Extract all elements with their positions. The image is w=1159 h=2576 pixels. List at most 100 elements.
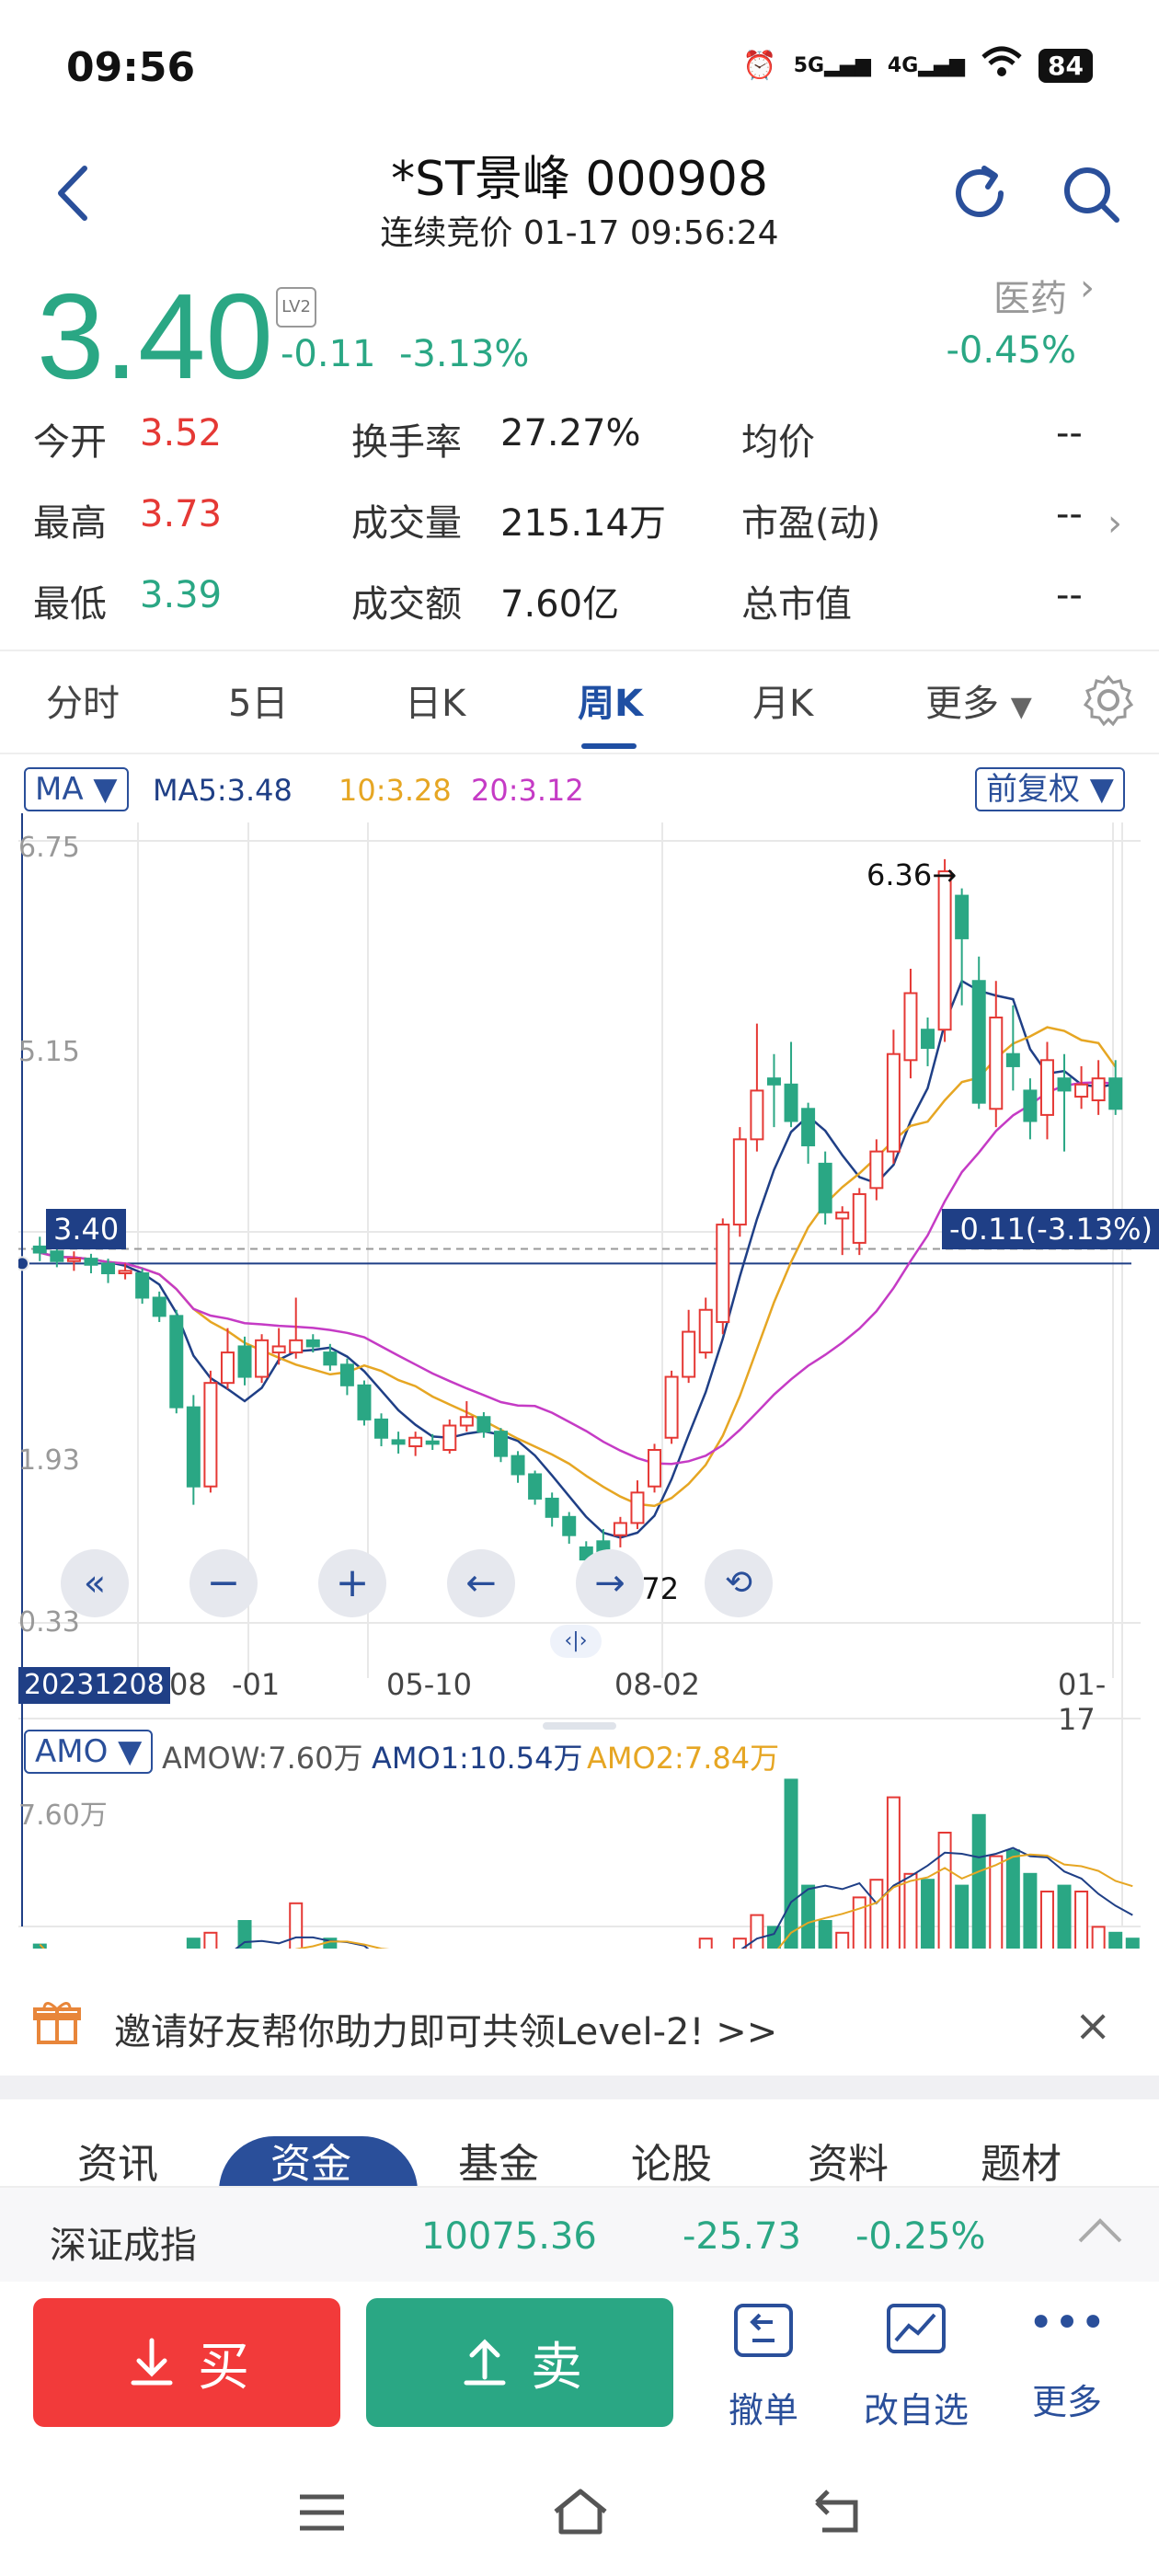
y-tick-3: 1.93 <box>18 1444 80 1477</box>
y-tick-2: 5.15 <box>18 1036 80 1068</box>
candle-body <box>186 1406 201 1488</box>
volume-bar <box>1074 1891 1089 2010</box>
candle-body <box>903 992 918 1062</box>
pan-left-button[interactable]: ← <box>447 1549 515 1617</box>
tab-fund[interactable]: 基金 <box>458 2141 539 2188</box>
plus-icon: + <box>335 1559 370 1606</box>
sell-arrow-icon <box>464 2339 506 2386</box>
back-button[interactable] <box>46 161 101 225</box>
tab-funds[interactable]: 资金 <box>270 2141 351 2188</box>
home-icon[interactable] <box>550 2484 611 2543</box>
candle-body <box>305 1339 320 1348</box>
amo-max-tick: 7.60万 <box>18 1800 108 1832</box>
candle-body <box>766 1077 781 1086</box>
volume-bar <box>1125 1938 1140 2010</box>
candle-body <box>220 1351 235 1385</box>
high-label: 最高 <box>33 502 107 545</box>
more-actions-button[interactable]: ••• 更多 <box>1012 2300 1122 2424</box>
candle-body <box>682 1330 696 1378</box>
volume-bar <box>971 1813 986 2011</box>
index-value: 10075.36 <box>421 2215 597 2258</box>
ma20-value: 20:3.12 <box>471 773 584 808</box>
zoom-out-button[interactable]: − <box>189 1549 258 1617</box>
amo-selector[interactable]: AMO ▼ <box>24 1730 154 1774</box>
pe-value: -- <box>1056 493 1083 535</box>
candle-body <box>562 1515 577 1536</box>
sell-button[interactable]: 卖 <box>366 2298 673 2427</box>
kline-chart[interactable]: MA ▼ MA5:3.48 10:3.28 20:3.12 前复权 ▼ 6.75… <box>15 762 1159 2011</box>
code-brackets-icon: ‹|› <box>564 1629 588 1652</box>
volume-bar <box>818 1920 832 2010</box>
pane-divider-handle[interactable] <box>543 1722 616 1730</box>
high-value: 3.73 <box>140 493 223 535</box>
rotate-button[interactable]: ⟲ <box>705 1549 773 1617</box>
tab-daily-k[interactable]: 日K <box>405 683 466 725</box>
volume-bar <box>852 1896 866 2011</box>
sector-link[interactable]: 医药 <box>993 278 1067 320</box>
volume-bar <box>1091 1926 1106 2011</box>
candle-body <box>1074 1083 1089 1098</box>
tab-more[interactable]: 更多 ▼ <box>925 683 1032 725</box>
pan-right-button[interactable]: → <box>576 1549 644 1617</box>
refresh-button[interactable] <box>947 161 1012 225</box>
candle-body <box>255 1339 270 1378</box>
candle-body <box>1005 1052 1020 1067</box>
tab-discussion[interactable]: 论股 <box>631 2141 712 2188</box>
volume-bar <box>937 1832 952 2010</box>
index-change: -25.73 <box>683 2215 801 2258</box>
volume-label: 成交量 <box>351 502 462 545</box>
candle-body <box>511 1455 525 1476</box>
chevron-right-icon[interactable]: › <box>1080 267 1095 309</box>
candle-body <box>459 1416 474 1427</box>
rewind-button[interactable]: « <box>61 1549 129 1617</box>
x-tick-5: 01-17 <box>1058 1667 1107 1737</box>
range-drag-handle[interactable]: ‹|› <box>550 1625 602 1658</box>
index-ticker[interactable]: 深证成指 10075.36 -25.73 -0.25% <box>0 2186 1159 2283</box>
zoom-in-button[interactable]: + <box>318 1549 386 1617</box>
candle-body <box>203 1382 218 1488</box>
volume-bar <box>921 1879 935 2010</box>
tab-monthly-k[interactable]: 月K <box>752 683 814 725</box>
menu-icon[interactable] <box>294 2490 350 2539</box>
gift-icon <box>33 1998 81 2050</box>
candle-body <box>118 1270 132 1275</box>
back-nav-icon[interactable] <box>809 2488 865 2541</box>
candle-body <box>289 1339 304 1354</box>
tab-profile[interactable]: 资料 <box>808 2141 889 2188</box>
edit-watchlist-button[interactable]: 改自选 <box>857 2300 975 2432</box>
candle-body <box>613 1522 627 1536</box>
candle-body <box>101 1262 116 1275</box>
tab-weekly-k[interactable]: 周K <box>578 683 643 725</box>
x-tick-2: -01 <box>232 1667 281 1702</box>
period-tabs: 分时 5日 日K 周K 月K 更多 ▼ <box>0 655 1159 756</box>
tab-intraday[interactable]: 分时 <box>46 683 120 725</box>
index-change-pct: -0.25% <box>855 2215 986 2258</box>
search-button[interactable] <box>1058 161 1122 225</box>
volume-bar <box>886 1796 901 2010</box>
chevron-up-icon[interactable] <box>1076 2212 1124 2252</box>
chevron-left-icon <box>58 166 87 221</box>
buy-button[interactable]: 买 <box>33 2298 340 2427</box>
candle-body <box>84 1258 98 1266</box>
ma-selector[interactable]: MA ▼ <box>24 767 129 811</box>
system-nav-bar <box>0 2447 1159 2576</box>
rotate-screen-icon: ⟲ <box>724 1564 753 1602</box>
adjust-selector[interactable]: 前复权 ▼ <box>975 767 1125 811</box>
volume-bar <box>1005 1849 1020 2010</box>
cancel-order-button[interactable]: 撤单 <box>708 2300 819 2432</box>
candle-body <box>750 1089 764 1141</box>
chart-settings-button[interactable] <box>1082 673 1135 730</box>
tab-news[interactable]: 资讯 <box>77 2141 158 2188</box>
candle-body <box>989 1016 1004 1110</box>
tab-5day[interactable]: 5日 <box>228 683 289 725</box>
volume-bar <box>1108 1931 1123 2011</box>
stats-expand-icon[interactable]: › <box>1107 502 1122 545</box>
tab-topic[interactable]: 题材 <box>981 2141 1061 2188</box>
close-icon[interactable]: × <box>1074 2000 1112 2052</box>
candle-body <box>66 1258 81 1262</box>
volume-bar <box>1057 1884 1072 2010</box>
edit-watchlist-label: 改自选 <box>863 2390 969 2431</box>
volume-bar <box>289 1902 304 2011</box>
promo-banner[interactable]: 邀请好友帮你助力即可共领Level-2! >> × <box>0 1978 1159 2070</box>
mktcap-value: -- <box>1056 574 1083 616</box>
